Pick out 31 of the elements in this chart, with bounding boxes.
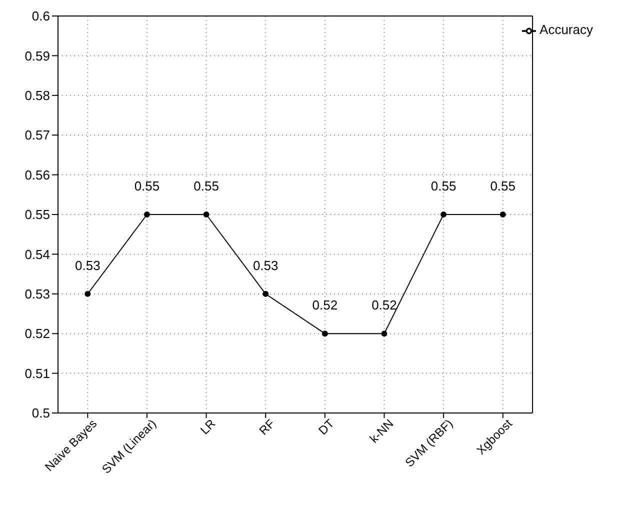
x-tick-label: LR	[198, 416, 219, 438]
point	[262, 290, 269, 297]
point	[381, 330, 388, 337]
y-tick-label: 0.53	[24, 286, 50, 302]
y-tick-label: 0.57	[24, 128, 50, 143]
data-label: 0.55	[430, 178, 456, 194]
data-label: 0.52	[312, 298, 338, 313]
y-tick-label: 0.51	[24, 366, 50, 381]
y-tick-label: 0.52	[24, 326, 50, 342]
x-tick-label: DT	[316, 416, 338, 438]
data-label: 0.52	[372, 298, 397, 313]
x-tick-label: RF	[256, 416, 278, 438]
point	[440, 212, 447, 218]
data-label: 0.55	[134, 178, 160, 194]
data-label: 0.53	[75, 258, 100, 273]
data-label: 0.55	[194, 178, 219, 194]
point	[322, 330, 328, 337]
point	[84, 290, 91, 297]
point	[203, 212, 210, 218]
y-tick-label: 0.54	[24, 246, 50, 262]
y-tick-label: 0.59	[24, 48, 50, 64]
y-tick-label: 0.58	[24, 88, 50, 104]
y-tick-label: 0.5	[32, 406, 50, 421]
data-label: 0.53	[252, 258, 278, 273]
y-tick-label: 0.6	[32, 8, 50, 24]
y-tick-label: 0.56	[24, 167, 50, 182]
point	[500, 212, 506, 218]
data-label: 0.55	[490, 178, 516, 194]
point	[144, 212, 150, 218]
legend-label: Accuracy	[540, 22, 593, 37]
y-tick-label: 0.55	[24, 207, 50, 222]
